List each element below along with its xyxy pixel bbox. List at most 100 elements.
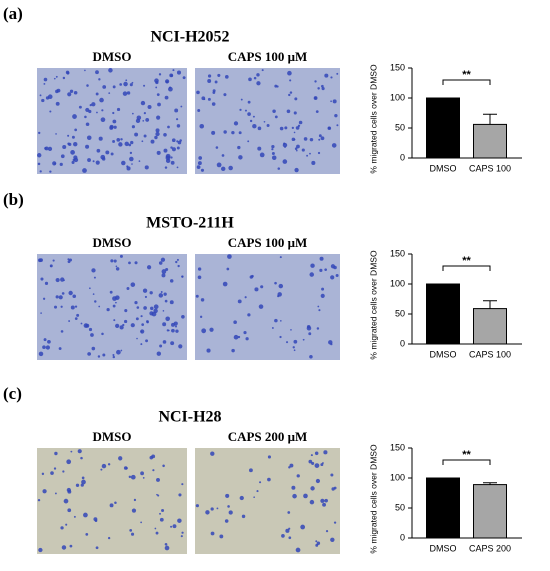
cell [197, 267, 202, 271]
cell [93, 517, 98, 522]
cell [317, 305, 320, 308]
cell [172, 69, 175, 72]
cell [300, 524, 306, 530]
cell [223, 93, 227, 97]
cell [113, 319, 116, 322]
panel-title: NCI-H2052 [150, 29, 229, 46]
cell [107, 463, 111, 466]
cell [267, 455, 271, 459]
cell [295, 547, 301, 553]
image-label: CAPS 100 μM [228, 235, 308, 250]
cell [72, 114, 77, 119]
panel-title: MSTO-211H [146, 215, 234, 232]
cell [311, 461, 315, 465]
cell [238, 155, 243, 160]
cell [241, 514, 246, 519]
cell [308, 332, 312, 336]
cell [144, 165, 149, 170]
cell [295, 126, 300, 130]
cell [318, 134, 322, 138]
cell [147, 104, 152, 109]
cell [154, 527, 157, 530]
cell [109, 125, 114, 130]
cell [251, 274, 254, 278]
cell [151, 454, 156, 459]
cell [293, 339, 298, 344]
cell [90, 333, 94, 337]
cell [330, 76, 333, 79]
cell [181, 314, 185, 319]
cell [248, 468, 253, 473]
cell [98, 136, 103, 141]
cell [291, 485, 296, 490]
cell [317, 87, 320, 90]
cell [124, 141, 129, 147]
cell [181, 275, 184, 278]
cell [121, 160, 126, 166]
cell [293, 111, 297, 115]
cell [122, 91, 128, 96]
cell [158, 73, 162, 76]
cell [309, 355, 313, 359]
cell [37, 162, 41, 166]
cell [52, 259, 55, 262]
bar [426, 477, 460, 539]
cell [209, 327, 214, 332]
cell [286, 109, 291, 114]
cell [277, 167, 281, 170]
cell [80, 322, 83, 325]
cell [145, 339, 149, 343]
cell [330, 473, 334, 477]
cell [173, 321, 178, 326]
cell [100, 468, 103, 471]
cell [80, 456, 83, 460]
cell [141, 323, 145, 326]
cell [198, 156, 203, 160]
cell [112, 119, 117, 124]
cell [316, 327, 320, 330]
cell [43, 77, 48, 82]
cell [132, 112, 134, 115]
cell [182, 76, 186, 80]
cell [169, 279, 174, 283]
cell [80, 483, 84, 487]
cell [233, 320, 237, 325]
cell [39, 258, 43, 263]
cell [165, 80, 169, 84]
cell [50, 471, 54, 475]
cell [157, 102, 161, 107]
cell [334, 113, 338, 118]
cell [224, 519, 229, 523]
cell [225, 493, 230, 498]
cell [75, 483, 80, 487]
cell [328, 340, 333, 345]
cell [83, 512, 88, 518]
cell [49, 264, 53, 268]
panel-label: (a) [3, 4, 23, 23]
cell [155, 531, 159, 535]
cell [289, 91, 293, 94]
cell [109, 503, 114, 508]
cell [83, 323, 89, 328]
cell [116, 138, 121, 142]
cell [43, 82, 46, 85]
cell [49, 170, 52, 173]
cell [97, 355, 101, 358]
cell [68, 320, 71, 322]
cell [112, 85, 116, 89]
cell [167, 125, 170, 129]
cell [323, 450, 328, 455]
cell [135, 118, 141, 124]
cell [142, 288, 148, 293]
cell [98, 78, 101, 81]
cell [237, 145, 241, 150]
cell [162, 322, 167, 327]
cell [55, 89, 59, 94]
cell [67, 260, 71, 264]
cell [309, 152, 311, 155]
cell [102, 353, 106, 357]
cell [291, 126, 294, 129]
cell [159, 512, 161, 515]
cell [89, 104, 92, 107]
cell [155, 128, 160, 133]
